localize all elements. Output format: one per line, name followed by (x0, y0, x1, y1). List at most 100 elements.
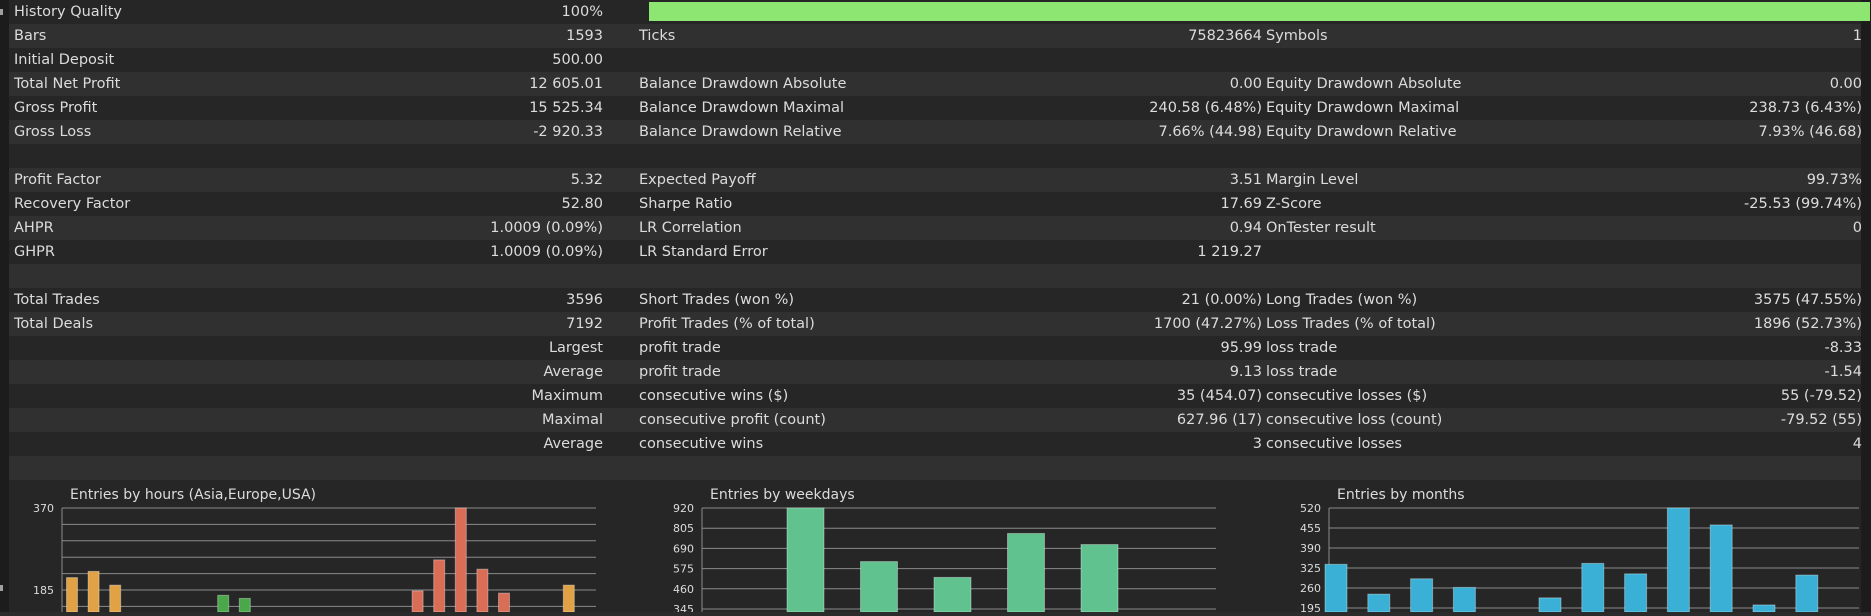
bar (1410, 578, 1434, 613)
stat-label: Balance Drawdown Maximal (639, 100, 845, 116)
bar (66, 577, 78, 613)
bar (1581, 562, 1605, 613)
y-tick-label: 195 (1300, 602, 1321, 612)
stat-value: 3.51 (1229, 172, 1262, 188)
stat-label: Profit Factor (14, 172, 101, 188)
stats-row: Initial Deposit 500.00 (9, 48, 1861, 72)
stats-row: Bars 1593 Ticks 75823664 Symbols 1 (9, 24, 1862, 48)
stat-label: LR Standard Error (639, 244, 768, 260)
stat-value: Maximum (531, 388, 603, 404)
bar (1538, 597, 1562, 613)
stat-label: loss trade (1266, 340, 1338, 356)
stats-row: Average consecutive wins 3 consecutive loss… (9, 432, 1862, 456)
bar (1367, 593, 1391, 613)
stat-value: -25.53 (99.74%) (1744, 196, 1862, 212)
stat-label: Sharpe Ratio (639, 196, 733, 212)
stat-label: consecutive losses (1266, 436, 1402, 452)
stats-row: Maximum consecutive wins ($) 35 (454.07) co… (9, 384, 1862, 408)
gutter-marker (0, 9, 3, 15)
stat-value: 1.0009 (0.09%) (490, 244, 603, 260)
history-quality-label: History Quality (14, 4, 123, 20)
history-quality-bar (649, 2, 1870, 21)
stat-value (634, 264, 1262, 288)
bar (1007, 532, 1045, 613)
stat-value (634, 48, 1262, 72)
stat-value: 75823664 (1188, 28, 1262, 44)
stat-label: Equity Drawdown Absolute (1266, 76, 1462, 92)
y-tick-label: 370 (33, 502, 54, 515)
stats-row: Average profit trade 9.13 loss trade -1.54 (9, 360, 1862, 384)
chart-title: Entries by weekdays (710, 487, 855, 503)
stat-value: 35 (454.07) (1176, 388, 1262, 404)
stat-value: 5.32 (570, 172, 603, 188)
y-tick-label: 455 (1300, 522, 1321, 535)
y-tick-label: 345 (673, 603, 694, 612)
stat-label: Z-Score (1266, 196, 1322, 212)
stat-value: 15 525.34 (529, 100, 603, 116)
chart-title: Entries by hours (Asia,Europe,USA) (70, 487, 316, 503)
stat-label: consecutive loss (count) (1266, 412, 1443, 428)
stat-value (1261, 144, 1862, 168)
stat-label: profit trade (639, 364, 721, 380)
stat-value (634, 144, 1262, 168)
stat-value: Maximal (541, 412, 603, 428)
stat-value: Largest (548, 340, 603, 356)
stat-value: 1896 (52.73%) (1753, 316, 1862, 332)
stat-value: 1700 (47.27%) (1153, 316, 1262, 332)
stat-label: Short Trades (won %) (639, 292, 795, 308)
stats-row (9, 144, 1861, 168)
bar (109, 584, 122, 613)
stat-label: Gross Loss (14, 124, 92, 140)
bar (411, 590, 424, 613)
stat-value: 1.0009 (0.09%) (490, 220, 603, 236)
stat-value: 3 (1252, 436, 1262, 452)
stat-value: 21 (0.00%) (1181, 292, 1262, 308)
stat-value: 240.58 (6.48%) (1149, 100, 1262, 116)
stat-label: consecutive profit (count) (639, 412, 826, 428)
stat-value: Average (543, 436, 603, 452)
stat-value: 0.94 (1229, 220, 1262, 236)
stat-label: Profit Trades (% of total) (639, 316, 815, 332)
stat-value: 0.00 (1829, 76, 1862, 92)
stat-value: 238.73 (6.43%) (1749, 100, 1862, 116)
bar (433, 559, 446, 613)
scrollbar[interactable] (1861, 0, 1871, 612)
stat-label: Ticks (639, 28, 676, 44)
bar (1666, 507, 1690, 613)
chart-title: Entries by months (1337, 487, 1465, 503)
stat-label: Total Deals (14, 316, 94, 332)
y-tick-label: 460 (673, 583, 694, 596)
stat-value: 4 (1852, 436, 1862, 452)
stats-row: GHPR 1.0009 (0.09%) LR Standard Error 1 219… (9, 240, 1861, 264)
stat-value: -1.54 (1824, 364, 1862, 380)
entries-charts: Entries by hours (Asia,Europe,USA) 370 185… (33, 487, 1859, 616)
stat-value: 55 (-79.52) (1780, 388, 1862, 404)
y-tick-label: 575 (673, 563, 694, 576)
y-tick-label: 260 (1300, 582, 1321, 595)
stats-row (9, 456, 1861, 480)
stat-value: Average (543, 364, 603, 380)
stat-value: 3596 (566, 292, 603, 308)
bar (860, 561, 898, 613)
bar (1752, 604, 1776, 613)
stat-value: 3575 (47.55%) (1753, 292, 1862, 308)
stat-label: Initial Deposit (14, 52, 115, 68)
y-tick-label: 920 (673, 502, 694, 515)
bar (1624, 573, 1648, 613)
stat-label: profit trade (639, 340, 721, 356)
stats-row: Total Deals 7192 Profit Trades (% of total… (9, 312, 1862, 336)
bar (1080, 544, 1119, 613)
bar (454, 507, 467, 613)
stat-value: 9.13 (1229, 364, 1262, 380)
stat-label: Gross Profit (14, 100, 98, 116)
stat-value: 99.73% (1806, 172, 1862, 188)
stat-value: 7.66% (44.98) (1158, 124, 1263, 140)
stat-value (9, 456, 603, 480)
stat-value (634, 456, 1262, 480)
stat-value: 95.99 (1220, 340, 1262, 356)
y-tick-label: 185 (33, 584, 54, 597)
stat-label: Bars (14, 28, 47, 44)
stat-value: 0 (1852, 220, 1862, 236)
bar (498, 592, 510, 613)
